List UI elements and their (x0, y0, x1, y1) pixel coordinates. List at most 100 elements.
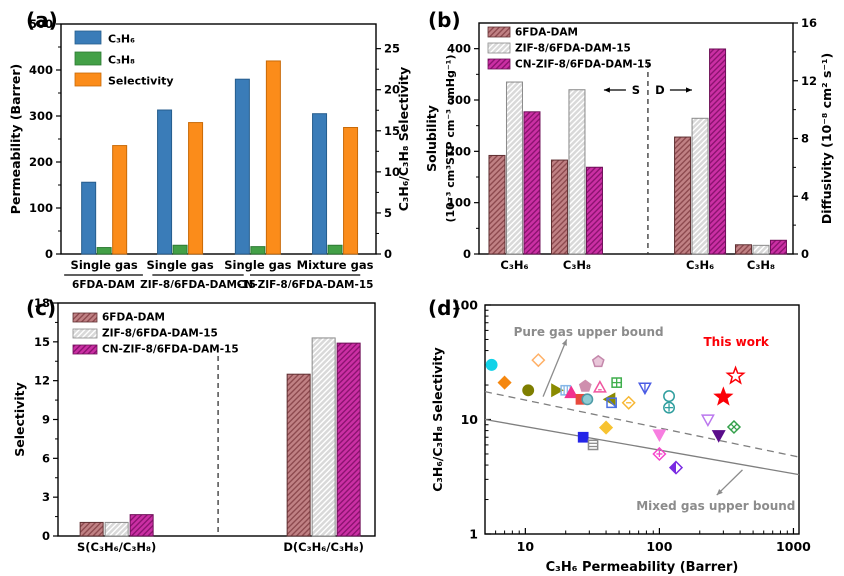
legend-label: 6FDA-DAM (515, 27, 578, 39)
category-label: Single gas (224, 258, 291, 272)
arrow-head (716, 489, 723, 496)
bar-ZIF-8/6FDA-DAM-15 (505, 81, 523, 255)
bar-6FDA-DAM (286, 373, 311, 537)
y2-tick-label: 15 (384, 124, 400, 138)
data-point (591, 354, 605, 368)
data-point (663, 401, 675, 414)
y2-tick-label: 0 (801, 247, 809, 261)
x-axis-title: C₃H₆ Permeability (Barrer) (546, 560, 739, 575)
y2-tick-label: 25 (384, 42, 400, 56)
legend-label: Selectivity (108, 75, 174, 88)
chart-c-selectivity-bars: 0 3 6 9 12 15 18 Selectivity S(C₃H₆/C₃H₈) D(C₃H₆/… (12, 296, 376, 554)
bar-C₃H₆ (81, 181, 97, 255)
data-point (602, 392, 616, 407)
data-point (522, 384, 535, 397)
bar-CN-ZIF-8/6FDA-DAM-15 (523, 111, 541, 255)
category-label: Mixture gas (297, 258, 374, 272)
annotation-this-work: This work (704, 335, 770, 349)
plot-b: 0 100 200 300 400 0 4 8 12 16 Solubility (10⁻³ cm³S… (424, 16, 834, 272)
y2-axis-title: Diffusivity (10⁻⁸ cm² s⁻¹) (819, 53, 834, 224)
legend-b: 6FDA-DAM ZIF-8/6FDA-DAM-15 CN-ZIF-8/6FDA-D… (487, 26, 652, 71)
data-point (711, 430, 726, 443)
category-label: D(C₃H₆/C₃H₈) (283, 540, 364, 554)
y-axis-title: Selectivity (12, 382, 27, 456)
bar-Selectivity (343, 127, 359, 255)
arrow-head (603, 87, 610, 93)
bar-6FDA-DAM (550, 159, 568, 255)
data-point (592, 380, 607, 393)
y2-tick-label: 16 (801, 16, 817, 30)
plot-d: 10 100 1000 1 10 100 C₃H₆ Permeability (Barrer… (430, 298, 811, 576)
data-point (637, 382, 652, 396)
bar-C₃H₈ (96, 247, 112, 255)
bar-6FDA-DAM (674, 136, 692, 255)
chart-d-upper-bound-scatter: 10 100 1000 1 10 100 C₃H₆ Permeability (Barrer… (430, 298, 811, 576)
data-point (726, 419, 742, 435)
data-point (564, 385, 579, 399)
data-point (578, 379, 592, 392)
legend-c: 6FDA-DAM ZIF-8/6FDA-DAM-15 CN-ZIF-8/6FDA-D… (72, 312, 239, 356)
panel-d-label: (d) (428, 296, 461, 320)
panel-c-label: (c) (26, 296, 57, 320)
legend-swatch (74, 30, 102, 45)
legend-label: CN-ZIF-8/6FDA-DAM-15 (102, 344, 239, 356)
y-tick-label: 15 (34, 335, 50, 349)
data-point (497, 375, 512, 390)
panel-c: (c) 0 3 6 9 12 15 18 Selectivity S(C₃H₆/C₃H₈) D(C… (0, 288, 422, 576)
bar-6FDA-DAM (488, 154, 506, 255)
y-tick-label: 100 (452, 298, 478, 313)
bar-ZIF-8/6FDA-DAM-15 (568, 89, 586, 255)
data-point (652, 429, 667, 443)
y-tick-label: 10 (461, 412, 479, 427)
category-label: S(C₃H₆/C₃H₈) (77, 540, 156, 554)
x-tick-label: 10 (517, 539, 535, 554)
data-point (652, 446, 667, 462)
legend-label: 6FDA-DAM (102, 312, 165, 324)
panel-b-label: (b) (428, 8, 461, 32)
category-label: C₃H₈ (563, 258, 591, 272)
data-point (713, 386, 734, 406)
data-point (725, 365, 746, 385)
y-tick-label: 18 (34, 296, 50, 310)
legend-label: CN-ZIF-8/6FDA-DAM-15 (515, 59, 652, 71)
bar-CN-ZIF-8/6FDA-DAM-15 (769, 239, 787, 255)
y-tick-label: 0 (45, 247, 53, 261)
legend-label: ZIF-8/6FDA-DAM-15 (102, 328, 218, 340)
bar-6FDA-DAM (734, 244, 752, 255)
bar-ZIF-8/6FDA-DAM-15 (691, 117, 709, 255)
material-label: CN-ZIF-8/6FDA-DAM-15 (237, 279, 374, 288)
y-tick-label: 0 (463, 247, 471, 261)
bar-Selectivity (112, 145, 128, 255)
y2-tick-label: 20 (384, 83, 400, 97)
annotation-pure-gas-upper-bound: Pure gas upper bound (514, 325, 664, 339)
category-label: C₃H₆ (686, 258, 714, 272)
legend-a: C₃H₆ C₃H₈ Selectivity (74, 30, 174, 88)
y-tick-label: 500 (29, 17, 53, 31)
data-point (611, 377, 623, 388)
y-tick-label: 400 (447, 42, 471, 56)
category-label: C₃H₆ (500, 258, 528, 272)
y-tick-label: 9 (42, 413, 50, 427)
chart-a-permeability-selectivity-bars: 0 100 200 300 400 500 0 5 10 15 20 25 Permeability (… (8, 17, 411, 288)
data-point (485, 358, 498, 371)
bar-CN-ZIF-8/6FDA-DAM-15 (709, 48, 727, 255)
bar-ZIF-8/6FDA-DAM-15 (311, 337, 336, 537)
data-point (577, 431, 589, 443)
divider-label-d: D (655, 83, 665, 97)
data-point (587, 439, 599, 451)
x-tick-label: 100 (646, 539, 672, 554)
bar-CN-ZIF-8/6FDA-DAM-15 (585, 166, 603, 255)
bar-C₃H₆ (157, 109, 173, 255)
legend-swatch (487, 26, 511, 38)
plot-a: 0 100 200 300 400 500 0 5 10 15 20 25 Permeability (… (8, 17, 411, 288)
category-label: C₃H₈ (747, 258, 775, 272)
mixed-gas-upper-bound (484, 418, 800, 476)
bar-CN-ZIF-8/6FDA-DAM-15 (129, 514, 154, 537)
legend-swatch (72, 312, 98, 323)
bar-C₃H₆ (312, 113, 328, 255)
y-tick-label: 300 (447, 93, 471, 107)
data-point (621, 395, 636, 410)
legend-label: C₃H₆ (108, 33, 135, 46)
legend-swatch (72, 344, 98, 355)
